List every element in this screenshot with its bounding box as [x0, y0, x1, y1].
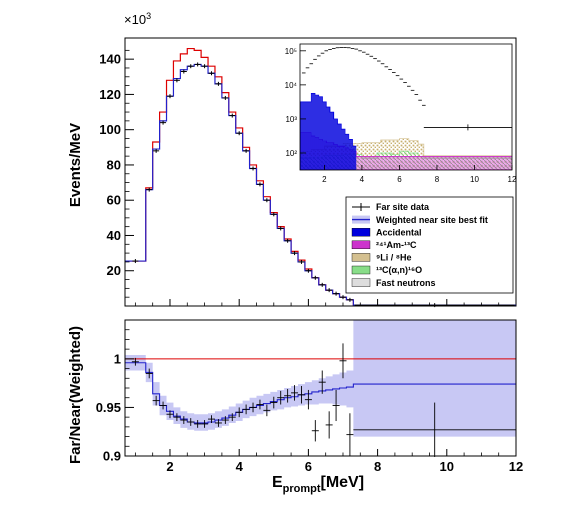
- legend-label: Far site data: [376, 202, 430, 212]
- ratio-panel: 2 4 6 8 10 12 0.9 0.95 1 Far/Near(Weighted) Epro…: [67, 319, 523, 495]
- main-y-tick-label: 140: [99, 52, 121, 67]
- inset-x-tick-label: 12: [508, 175, 517, 184]
- inset-accidental-solid: [300, 93, 357, 170]
- legend-marker-fill: [351, 278, 371, 287]
- main-panel-frame: [124, 37, 517, 307]
- legend-label: Accidental: [376, 227, 422, 237]
- main-y-tick-label: 40: [107, 228, 121, 243]
- legend-label: ⁹Li / ⁸He: [376, 253, 412, 263]
- ratio-y-axis-title: Far/Near(Weighted): [67, 326, 84, 464]
- main-y-tick-label: 20: [107, 263, 121, 278]
- ratio-y-tick-label: 0.95: [96, 400, 121, 415]
- inset-x-tick-label: 2: [322, 175, 327, 184]
- ratio-y-tick-label: 0.9: [103, 449, 121, 464]
- main-y-tick-label: 80: [107, 157, 121, 172]
- legend-marker-fill: [351, 253, 371, 262]
- legend-label: Fast neutrons: [376, 278, 436, 288]
- inset-x-tick-label: 4: [360, 175, 365, 184]
- ratio-y-tick-label: 1: [114, 351, 121, 366]
- main-y-tick-label: 120: [99, 87, 121, 102]
- x-axis-title: Eprompt[MeV]: [272, 474, 364, 495]
- inset-x-tick-label: 8: [435, 175, 440, 184]
- x-tick-label: 8: [374, 459, 381, 474]
- main-y-axis-title: Events/MeV: [67, 123, 84, 207]
- inset-y-tick-label: 10²: [285, 149, 297, 158]
- inset-y-tick-label: 10⁴: [285, 81, 298, 90]
- legend-marker-fill: [351, 227, 371, 237]
- inset-log-panel: 2 4 6 8 10 12 10² 10³ 10⁴ 10⁵: [285, 43, 517, 184]
- legend-box: [345, 196, 514, 294]
- y-multiplier-label: ×103: [124, 11, 151, 27]
- inset-y-tick-label: 10³: [285, 115, 297, 124]
- main-y-tick-label: 60: [107, 193, 121, 208]
- legend-label: ²⁴¹Am-¹³C: [376, 240, 417, 250]
- inset-y-tick-label: 10⁵: [285, 47, 297, 56]
- legend-label: Weighted near site best fit: [376, 215, 488, 225]
- ratio-uncertainty-band: [125, 320, 516, 437]
- x-tick-label: 4: [236, 459, 244, 474]
- inset-x-tick-label: 6: [397, 175, 402, 184]
- legend-marker-fill: [351, 265, 371, 275]
- main-y-tick-label: 100: [99, 122, 121, 137]
- inset-x-tick-label: 10: [470, 175, 479, 184]
- x-tick-label: 12: [509, 459, 523, 474]
- x-tick-label: 2: [166, 459, 173, 474]
- legend: Far site data Weighted near site best fit…: [345, 196, 514, 294]
- x-tick-label: 6: [305, 459, 312, 474]
- main-spectrum-panel: 20 40 60 80 100 120 140 ×103 Events/MeV 2 4 6 8 10…: [67, 11, 517, 308]
- legend-marker-fill: [351, 240, 371, 250]
- x-tick-label: 10: [440, 459, 454, 474]
- inset-frame: [299, 43, 513, 171]
- legend-label: ¹³C(α,n)¹⁶O: [376, 265, 422, 275]
